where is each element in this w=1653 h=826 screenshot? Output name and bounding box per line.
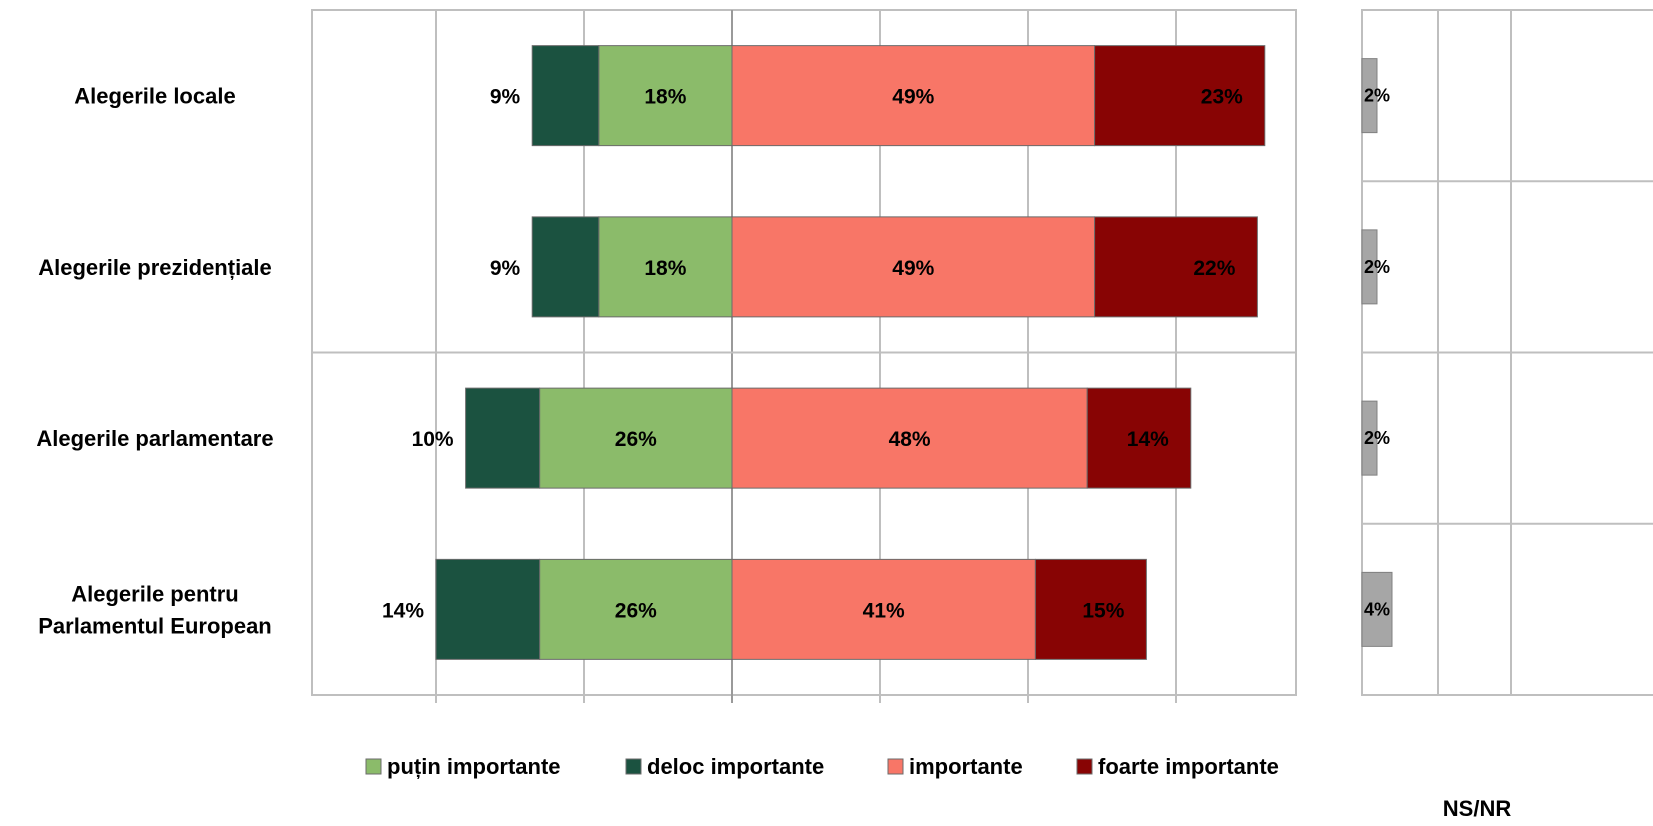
data-label: 14% (1127, 428, 1169, 451)
bar-segment (1094, 216, 1258, 318)
data-label: 48% (889, 428, 931, 451)
data-label: 26% (615, 428, 657, 451)
bar-segment (1034, 558, 1147, 660)
bar-segment (731, 387, 1088, 489)
legend: puțin importante deloc importante importan… (365, 754, 1279, 779)
legend-swatch (1076, 758, 1093, 775)
bar-segment (531, 45, 600, 147)
category-label: Alegerile pentru (71, 581, 238, 606)
data-label: 49% (892, 86, 934, 109)
ns-nr-bar (1361, 400, 1378, 476)
data-label: 9% (490, 257, 521, 280)
data-label: 18% (644, 257, 686, 280)
data-label: 49% (892, 257, 934, 280)
bar-segment (731, 45, 1096, 147)
data-label: 26% (615, 599, 657, 622)
data-label: 23% (1201, 86, 1243, 109)
data-label: 14% (382, 599, 424, 622)
ns-nr-bar (1361, 229, 1378, 305)
legend-label: puțin importante (387, 754, 561, 779)
data-label: 9% (490, 86, 521, 109)
ns-nr-data-label: 4% (1364, 599, 1390, 619)
bar-segment (731, 216, 1096, 318)
category-label: Alegerile prezidențiale (38, 255, 272, 280)
data-label: 22% (1193, 257, 1235, 280)
bar-segment (539, 558, 733, 660)
ns-nr-plot-area: 2% 2% 2% 4% (1361, 9, 1653, 696)
legend-label: foarte importante (1098, 754, 1279, 779)
bar-segment (435, 558, 541, 660)
bar-segment (1094, 45, 1266, 147)
data-label: 10% (412, 428, 454, 451)
data-label: 15% (1082, 599, 1124, 622)
category-label: Alegerile parlamentare (36, 426, 273, 451)
main-plot-area: 49% 23% 18% 9% 49% 22% 18% 9% 48% 14% 26% 10% 41% 15%… (311, 9, 1297, 703)
bar-segment (598, 216, 733, 318)
legend-swatch (625, 758, 642, 775)
bar-segment (731, 558, 1036, 660)
data-label: 41% (863, 599, 905, 622)
legend-swatch (365, 758, 382, 775)
legend-label: deloc importante (647, 754, 824, 779)
ns-nr-data-label: 2% (1364, 257, 1390, 277)
category-label: Parlamentul European (38, 613, 272, 638)
ns-nr-bar (1361, 58, 1378, 134)
legend-label: importante (909, 754, 1023, 779)
ns-nr-title: NS/NR (1443, 796, 1512, 821)
category-label: Alegerile locale (74, 84, 235, 109)
bar-segment (539, 387, 733, 489)
ns-nr-data-label: 2% (1364, 428, 1390, 448)
ns-nr-bar (1361, 571, 1393, 647)
ns-nr-data-label: 2% (1364, 86, 1390, 106)
data-label: 18% (644, 86, 686, 109)
bar-segment (1086, 387, 1192, 489)
legend-swatch (887, 758, 904, 775)
bar-segment (531, 216, 600, 318)
category-labels: Alegerile locale Alegerile prezidențiale A… (36, 84, 273, 639)
bar-segment (598, 45, 733, 147)
bar-segment (465, 387, 541, 489)
